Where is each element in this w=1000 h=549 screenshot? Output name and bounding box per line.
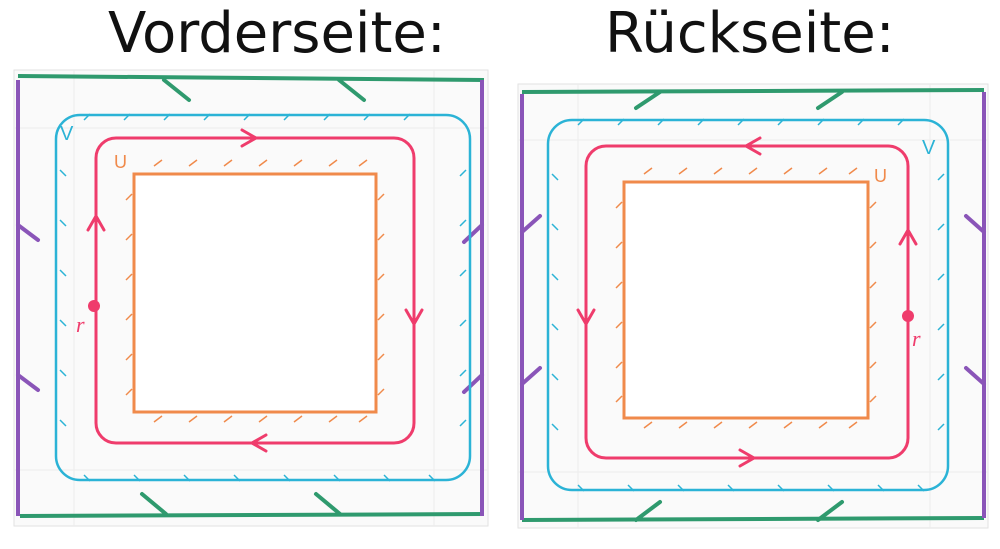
purple-hatch-marks <box>16 223 484 394</box>
back-side-title: Rückseite: <box>605 1 895 66</box>
r-label: r <box>912 326 921 351</box>
orange-hatch-marks <box>615 167 877 429</box>
front-side-title: Vorderseite: <box>108 1 446 66</box>
u-label: U <box>114 152 127 172</box>
green-edge-top <box>17 74 485 82</box>
inner-hole <box>622 180 870 420</box>
paper-fold-lines <box>14 70 488 526</box>
orange-hatch-marks <box>125 159 385 423</box>
start-point-marker <box>88 300 100 312</box>
green-hatch-marks <box>634 90 844 522</box>
cyan-boundary-loop <box>546 118 950 492</box>
start-point-marker <box>902 310 914 322</box>
cyan-hatch-marks <box>551 118 945 492</box>
red-direction-arrows <box>576 136 918 468</box>
r-label: r <box>76 312 85 337</box>
inner-hole <box>132 172 378 414</box>
green-edge-bottom <box>19 512 485 518</box>
v-label: V <box>60 123 74 145</box>
cyan-hatch-marks <box>59 113 467 482</box>
back-side-diagram: V r U <box>517 83 989 529</box>
purple-hatch-marks <box>520 214 986 386</box>
cyan-boundary-loop <box>54 113 472 482</box>
red-direction-arrows <box>86 128 424 453</box>
v-label: V <box>922 137 936 159</box>
green-hatch-marks <box>140 78 366 516</box>
paper-fold-lines <box>518 84 988 528</box>
front-side-diagram: V r U <box>13 69 489 527</box>
u-label: U <box>874 166 887 186</box>
green-edge-top <box>521 88 985 94</box>
green-edge-bottom <box>521 516 985 522</box>
